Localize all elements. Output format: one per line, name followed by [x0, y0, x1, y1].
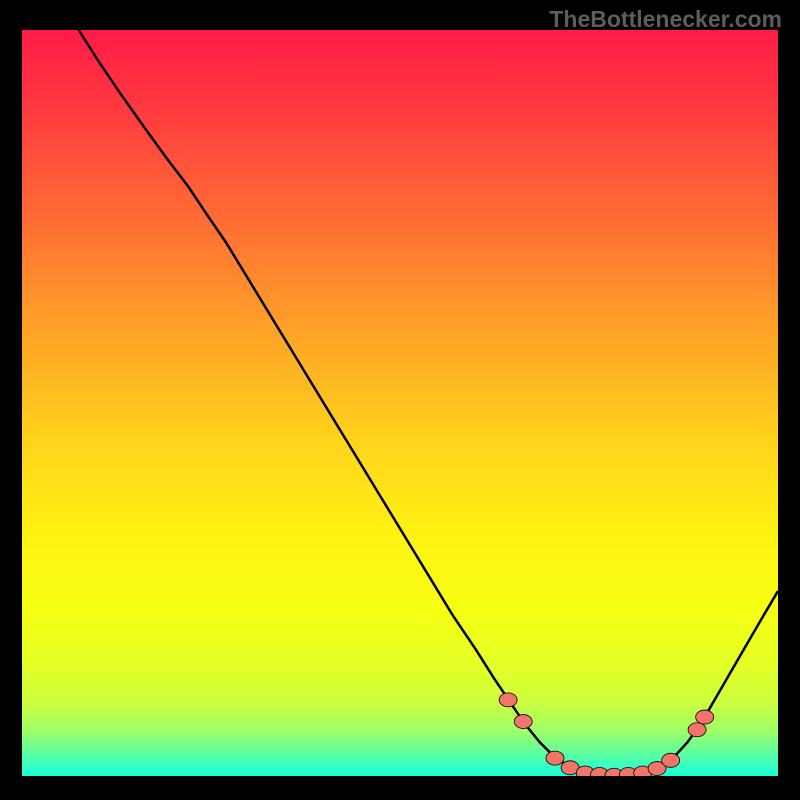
data-marker — [662, 753, 680, 767]
data-marker — [499, 693, 517, 707]
data-marker — [546, 751, 564, 765]
chart-container: TheBottlenecker.com — [0, 0, 800, 800]
gradient-rect — [22, 30, 778, 776]
data-marker — [696, 710, 714, 724]
plot-area — [22, 30, 778, 776]
watermark-text: TheBottlenecker.com — [549, 6, 782, 33]
data-marker — [688, 723, 706, 737]
data-marker — [514, 715, 532, 729]
